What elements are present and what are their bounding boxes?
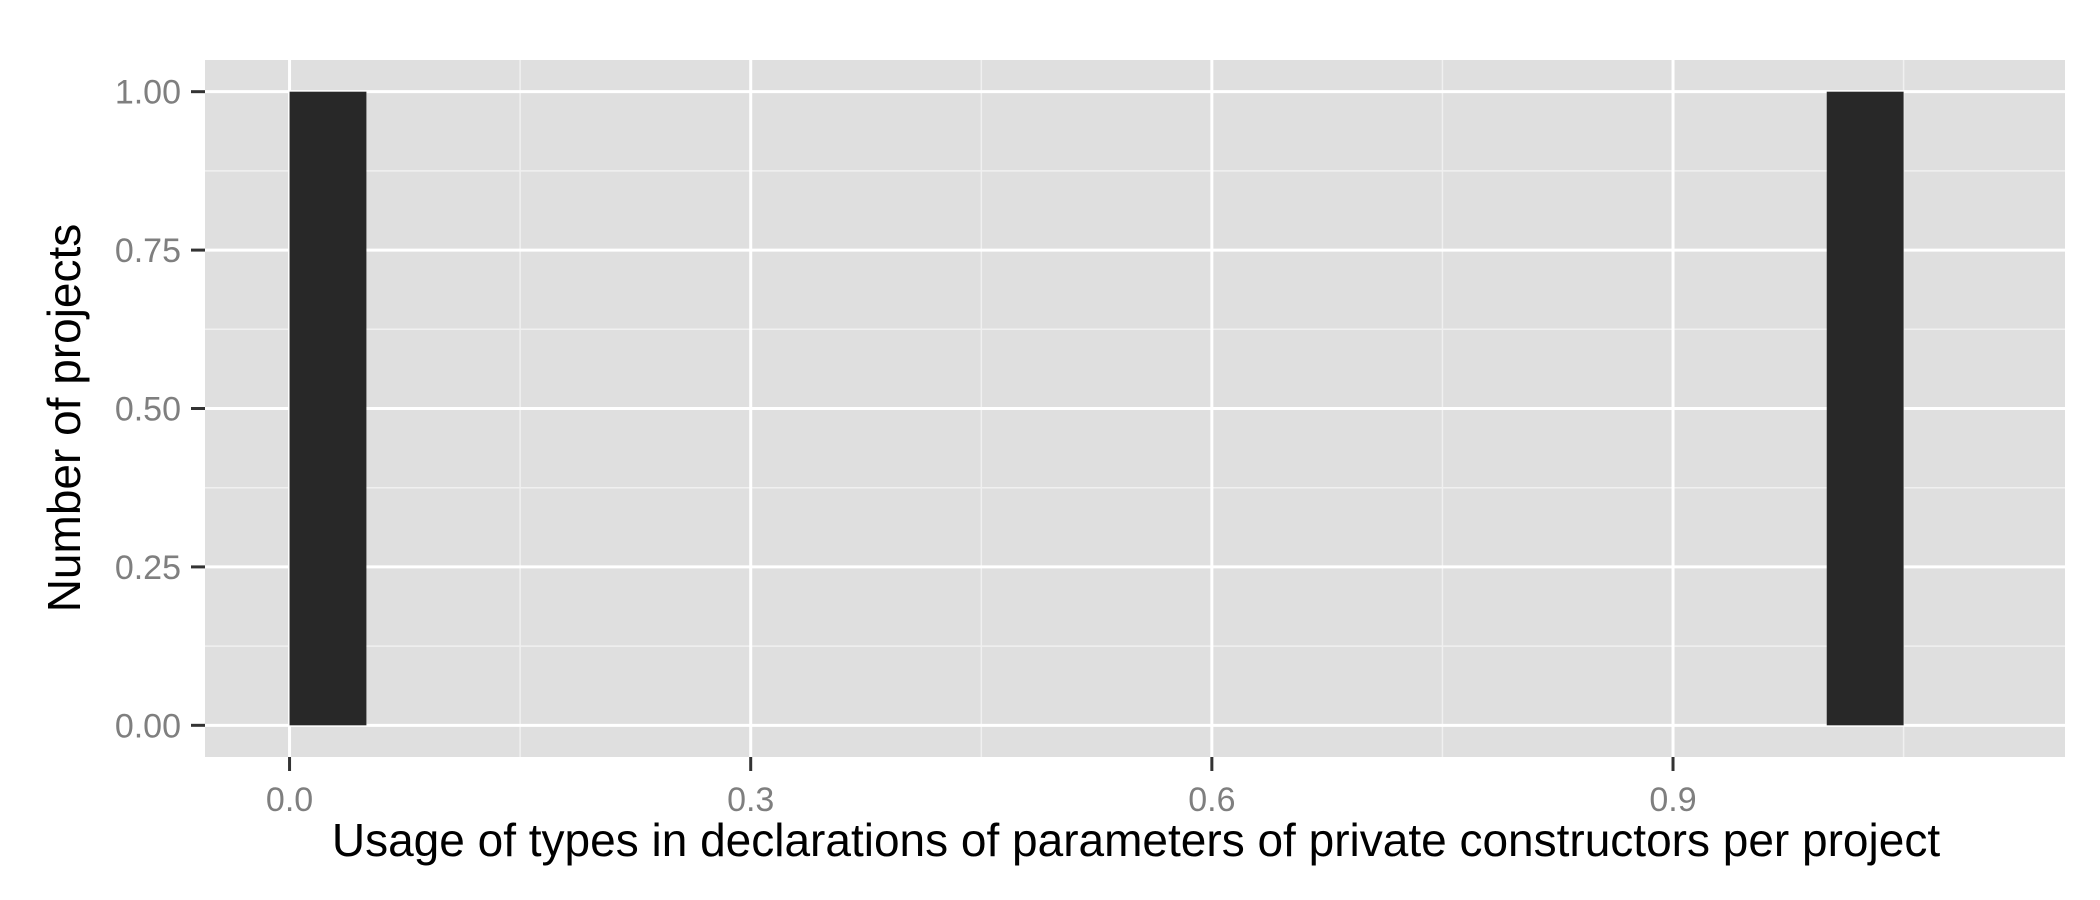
histogram-bar [289, 91, 367, 726]
y-tick-label: 0.25 [115, 549, 181, 587]
bars [289, 91, 1904, 726]
y-tick-label: 1.00 [115, 74, 181, 112]
x-tick-label: 0.0 [266, 781, 313, 819]
x-tick-label: 0.6 [1188, 781, 1235, 819]
histogram-bar [1826, 91, 1904, 726]
x-axis-title: Usage of types in declarations of parame… [332, 814, 1940, 866]
y-tick-label: 0.50 [115, 391, 181, 429]
x-tick-label: 0.3 [727, 781, 774, 819]
x-tick-label: 0.9 [1649, 781, 1696, 819]
y-tick-label: 0.75 [115, 232, 181, 270]
y-tick-label: 0.00 [115, 707, 181, 745]
x-axis: 0.0 0.3 0.6 0.9 [266, 757, 1697, 819]
y-axis: 0.00 0.25 0.50 0.75 1.00 [115, 74, 205, 745]
y-axis-title: Number of projects [38, 224, 90, 613]
